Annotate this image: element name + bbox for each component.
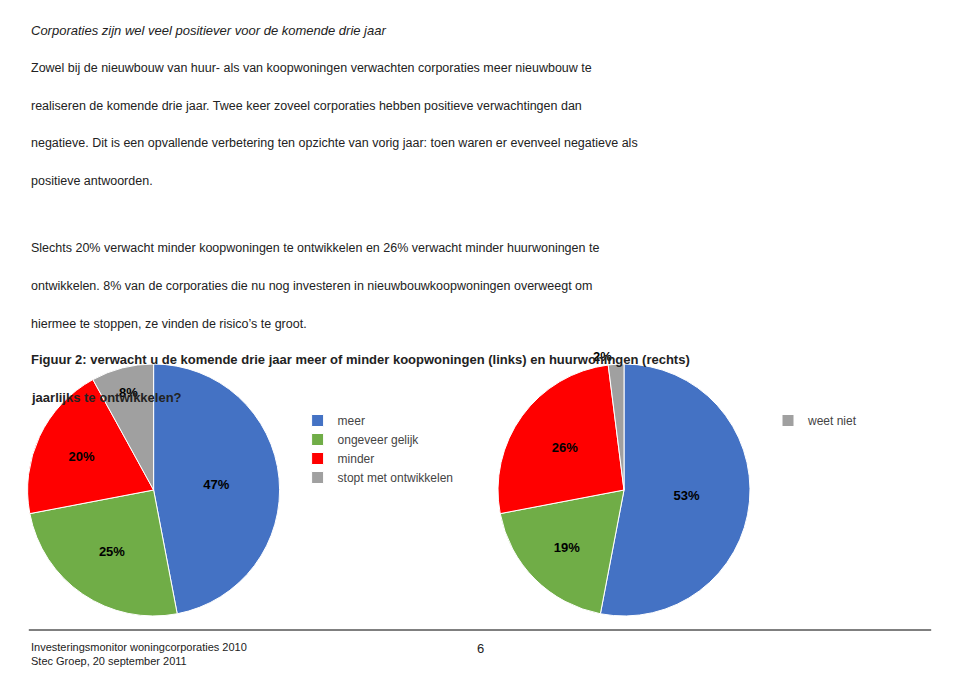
svg-text:Figuur 2: verwacht u de komend: Figuur 2: verwacht u de komende drie jaa… [31, 352, 690, 367]
svg-text:jaarlijks te ontwikkelen?: jaarlijks te ontwikkelen? [31, 390, 182, 405]
svg-text:Zowel bij de nieuwbouw van huu: Zowel bij de nieuwbouw van huur- als van… [31, 61, 592, 75]
svg-text:25%: 25% [99, 544, 125, 559]
svg-text:2%: 2% [593, 349, 612, 364]
svg-text:negatieve. Dit is een opvallen: negatieve. Dit is een opvallende verbete… [31, 136, 638, 150]
svg-text:weet niet: weet niet [807, 414, 857, 428]
svg-text:Investeringsmonitor woningcorp: Investeringsmonitor woningcorporaties 20… [31, 641, 247, 667]
svg-text:26%: 26% [552, 440, 578, 455]
svg-text:hiermee te stoppen, ze vinden: hiermee te stoppen, ze vinden de risico’… [31, 317, 307, 331]
svg-text:realiseren de komende drie jaa: realiseren de komende drie jaar. Twee ke… [31, 99, 582, 113]
svg-text:47%: 47% [203, 477, 229, 492]
svg-text:positieve antwoorden.: positieve antwoorden. [31, 174, 153, 188]
svg-text:20%: 20% [69, 449, 95, 464]
svg-text:stopt met ontwikkelen: stopt met ontwikkelen [338, 471, 453, 485]
svg-text:6: 6 [477, 641, 484, 656]
svg-text:ontwikkelen. 8% van de corpora: ontwikkelen. 8% van de corporaties die n… [31, 279, 592, 293]
svg-text:Corporaties zijn wel veel posi: Corporaties zijn wel veel positiever voo… [31, 23, 386, 38]
svg-text:8%: 8% [119, 385, 138, 400]
svg-text:minder: minder [338, 452, 375, 466]
svg-text:meer: meer [338, 414, 365, 428]
svg-text:53%: 53% [673, 488, 699, 503]
svg-text:ongeveer gelijk: ongeveer gelijk [338, 433, 420, 447]
svg-text:Slechts 20% verwacht minder ko: Slechts 20% verwacht minder koopwoningen… [31, 241, 599, 255]
svg-text:19%: 19% [554, 540, 580, 555]
